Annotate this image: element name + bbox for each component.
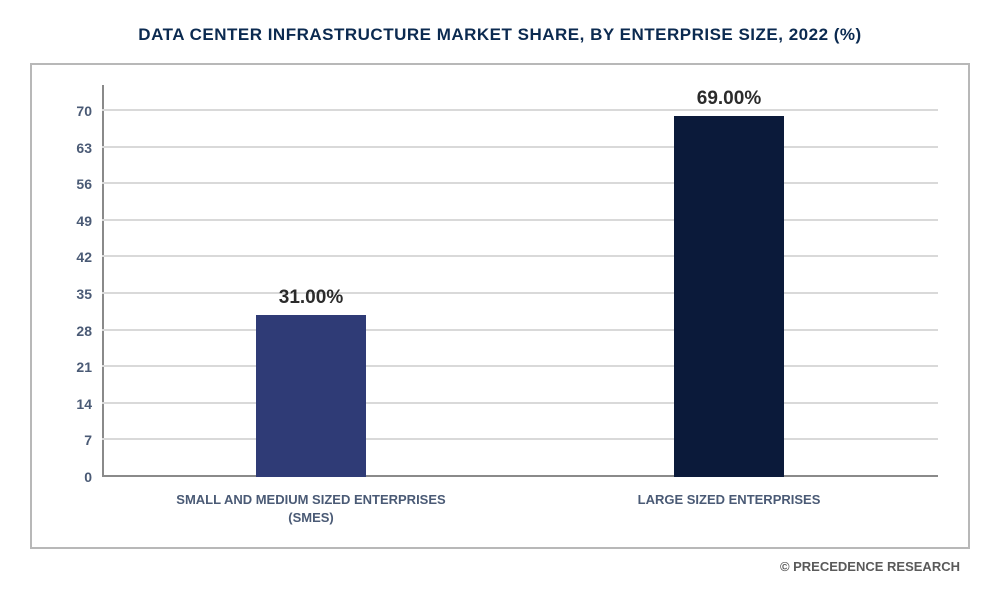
attribution-text: © PRECEDENCE RESEARCH bbox=[30, 559, 970, 574]
y-tick-label: 28 bbox=[76, 323, 102, 339]
category-label: LARGE SIZED ENTERPRISES bbox=[579, 477, 879, 509]
y-tick-label: 42 bbox=[76, 249, 102, 265]
bar: 31.00% bbox=[256, 315, 366, 477]
y-tick-label: 56 bbox=[76, 176, 102, 192]
chart-container: DATA CENTER INFRASTRUCTURE MARKET SHARE,… bbox=[0, 0, 1000, 594]
y-tick-label: 49 bbox=[76, 213, 102, 229]
category-label: SMALL AND MEDIUM SIZED ENTERPRISES (SMES… bbox=[161, 477, 461, 527]
y-tick-label: 14 bbox=[76, 396, 102, 412]
y-tick-label: 0 bbox=[84, 469, 102, 485]
y-tick-label: 35 bbox=[76, 286, 102, 302]
y-tick-label: 70 bbox=[76, 103, 102, 119]
y-tick-label: 7 bbox=[84, 432, 102, 448]
bar-slot: 31.00%SMALL AND MEDIUM SIZED ENTERPRISES… bbox=[102, 85, 520, 477]
plot-area: 07142128354249566370 31.00%SMALL AND MED… bbox=[102, 85, 938, 477]
bars-area: 31.00%SMALL AND MEDIUM SIZED ENTERPRISES… bbox=[102, 85, 938, 477]
bar-value-label: 31.00% bbox=[279, 287, 343, 315]
chart-title: DATA CENTER INFRASTRUCTURE MARKET SHARE,… bbox=[30, 25, 970, 45]
y-tick-label: 21 bbox=[76, 359, 102, 375]
y-tick-label: 63 bbox=[76, 140, 102, 156]
plot-area-border: 07142128354249566370 31.00%SMALL AND MED… bbox=[30, 63, 970, 549]
bar-slot: 69.00%LARGE SIZED ENTERPRISES bbox=[520, 85, 938, 477]
bar-value-label: 69.00% bbox=[697, 88, 761, 116]
bar: 69.00% bbox=[674, 116, 784, 477]
